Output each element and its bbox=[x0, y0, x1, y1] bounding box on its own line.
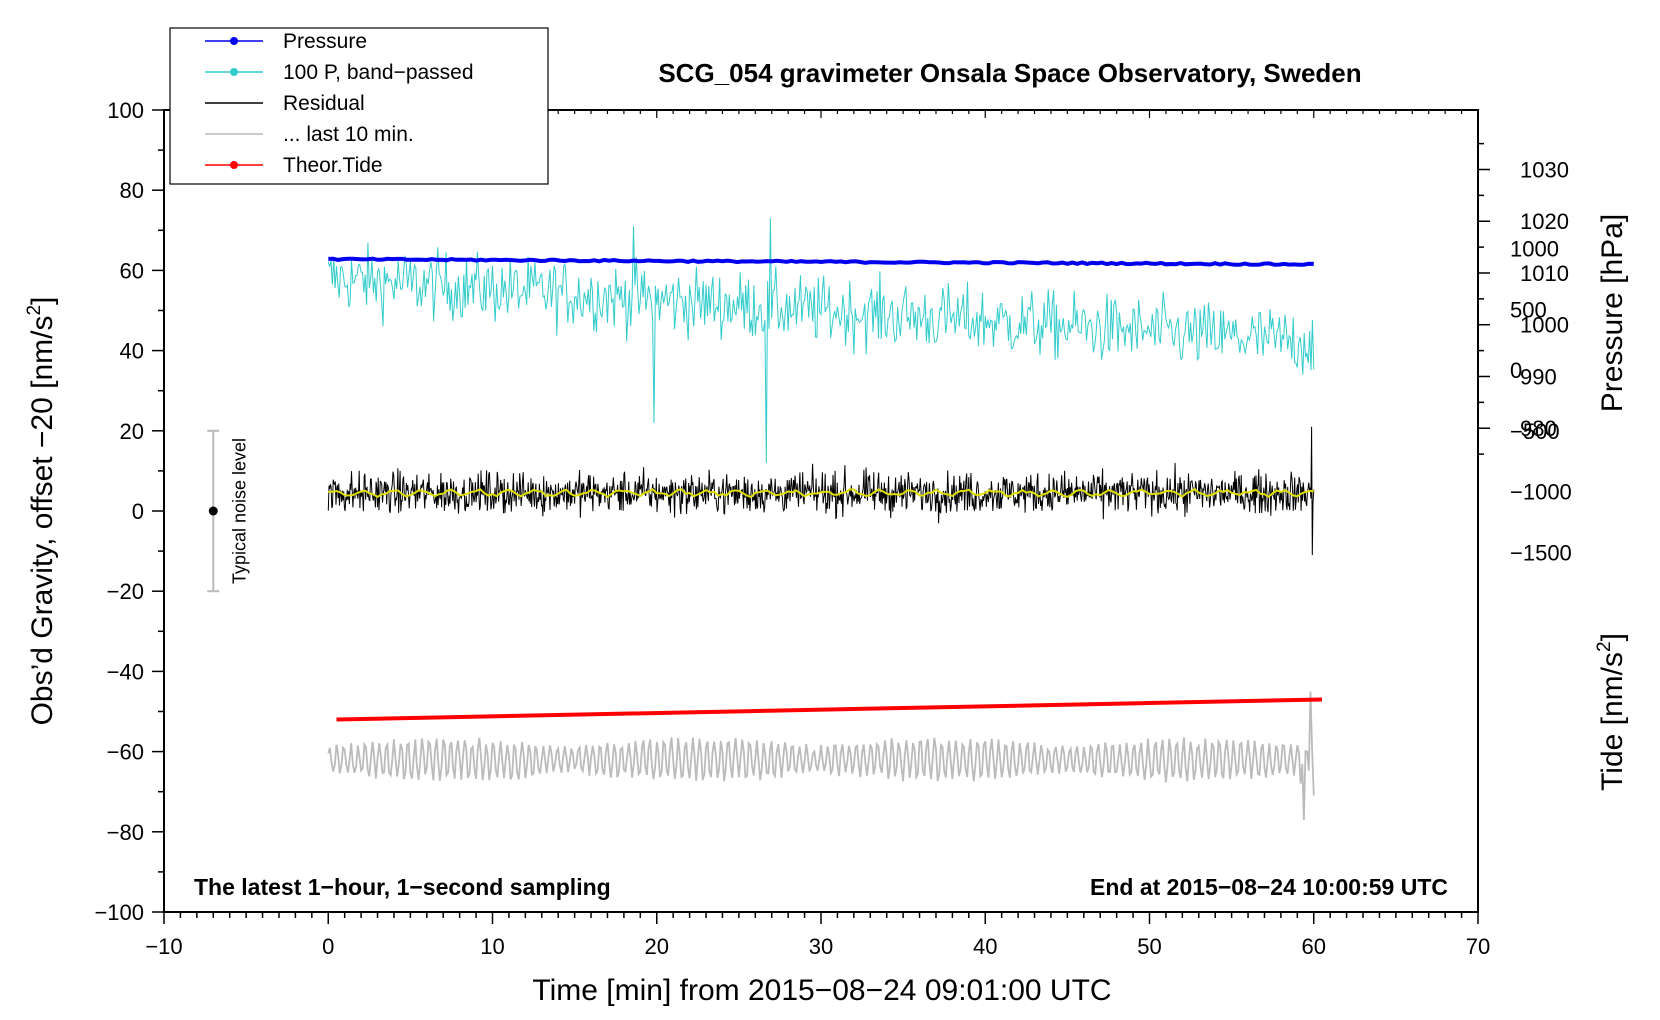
legend-swatch-marker bbox=[230, 37, 238, 45]
pressure-tick-label: 990 bbox=[1520, 364, 1557, 389]
y-left-tick-label: 0 bbox=[132, 499, 144, 524]
x-axis-title: Time [min] from 2015−08−24 09:01:00 UTC bbox=[532, 974, 1111, 1007]
x-tick-label: 40 bbox=[973, 934, 997, 959]
x-tick-label: 70 bbox=[1466, 934, 1490, 959]
y-axis-title-left: Obs’d Gravity, offset −20 [nm/s2] bbox=[24, 297, 59, 726]
legend-swatch-marker bbox=[230, 161, 238, 169]
legend-label: Residual bbox=[283, 92, 365, 115]
legend-label: 100 P, band−passed bbox=[283, 61, 474, 84]
pressure-axis-title: Pressure [hPa] bbox=[1596, 214, 1629, 412]
chart-title: SCG_054 gravimeter Onsala Space Observat… bbox=[658, 58, 1361, 88]
noise-bar-group: Typical noise level bbox=[207, 429, 249, 593]
tide-tick-label: −1500 bbox=[1510, 540, 1572, 565]
x-tick-label: 30 bbox=[809, 934, 833, 959]
theoretical-tide-line bbox=[336, 697, 1323, 722]
y-left-tick-label: 100 bbox=[107, 98, 144, 123]
tide-axis-title-sup: 2 bbox=[1594, 641, 1615, 652]
y-left-tick-label: −40 bbox=[107, 659, 144, 684]
pressure-tick-label: 980 bbox=[1520, 416, 1557, 441]
y-left-tick-label: −100 bbox=[94, 900, 144, 925]
legend: Pressure 100 P, band−passed Residual ... la… bbox=[169, 27, 549, 185]
tide-tick-label: 0 bbox=[1510, 358, 1522, 383]
y-left-tick-label: 40 bbox=[120, 339, 144, 364]
residual-smoothed-line bbox=[328, 487, 1314, 499]
y-left-tick-label: 20 bbox=[120, 419, 144, 444]
pressure-line bbox=[328, 256, 1314, 267]
tide-axis-title-close: ] bbox=[1596, 633, 1629, 641]
tide-axis-title-main: Tide [nm/s bbox=[1596, 652, 1629, 791]
legend-swatch-marker bbox=[230, 68, 238, 76]
annotation-right: End at 2015−08−24 10:00:59 UTC bbox=[1090, 874, 1448, 900]
annotation-left: The latest 1−hour, 1−second sampling bbox=[194, 874, 611, 900]
y-axis-title-left-close: ] bbox=[26, 297, 59, 305]
x-tick-label: −10 bbox=[145, 934, 182, 959]
series-layer bbox=[327, 218, 1323, 820]
y-left-tick-label: −60 bbox=[107, 740, 144, 765]
ticks-layer bbox=[152, 109, 1490, 924]
last-10-min-line bbox=[327, 691, 1315, 820]
tide-tick-label: −1000 bbox=[1510, 480, 1572, 505]
noise-bar-label: Typical noise level bbox=[229, 438, 249, 584]
tide-tick-label: −500 bbox=[1510, 419, 1560, 444]
pressure-tick-label: 1000 bbox=[1520, 313, 1569, 338]
legend-items: Pressure 100 P, band−passed Residual ... la… bbox=[205, 30, 474, 177]
y-left-tick-label: 60 bbox=[120, 258, 144, 283]
x-tick-label: 50 bbox=[1137, 934, 1161, 959]
y-left-tick-label: 80 bbox=[120, 178, 144, 203]
legend-box bbox=[169, 27, 549, 185]
tide-tick-label: 1000 bbox=[1510, 237, 1559, 262]
y-left-tick-label: −80 bbox=[107, 820, 144, 845]
tide-axis-title: Tide [nm/s2] bbox=[1594, 633, 1629, 791]
x-tick-label: 60 bbox=[1302, 934, 1326, 959]
pressure-tick-label: 1030 bbox=[1520, 158, 1569, 183]
x-tick-label: 10 bbox=[480, 934, 504, 959]
pressure-tick-label: 1020 bbox=[1520, 209, 1569, 234]
legend-label: Pressure bbox=[283, 30, 367, 53]
y-axis-title-left-main: Obs’d Gravity, offset −20 [nm/s bbox=[26, 316, 59, 726]
noise-bar-center-dot bbox=[208, 506, 218, 516]
tide-tick-label: 500 bbox=[1510, 297, 1547, 322]
pressure-tick-label: 1010 bbox=[1520, 261, 1569, 286]
legend-label: Theor.Tide bbox=[283, 154, 383, 177]
bandpassed-pressure-line bbox=[327, 218, 1315, 463]
x-tick-label: 0 bbox=[322, 934, 334, 959]
x-tick-label: 20 bbox=[645, 934, 669, 959]
tick-labels-layer: −10 0 10 20 30 40 50 60 70−100−80−60−40−20020406… bbox=[94, 98, 1571, 959]
y-left-tick-label: −20 bbox=[107, 579, 144, 604]
y-axis-title-left-sup: 2 bbox=[24, 305, 45, 316]
legend-label: ... last 10 min. bbox=[283, 123, 414, 146]
